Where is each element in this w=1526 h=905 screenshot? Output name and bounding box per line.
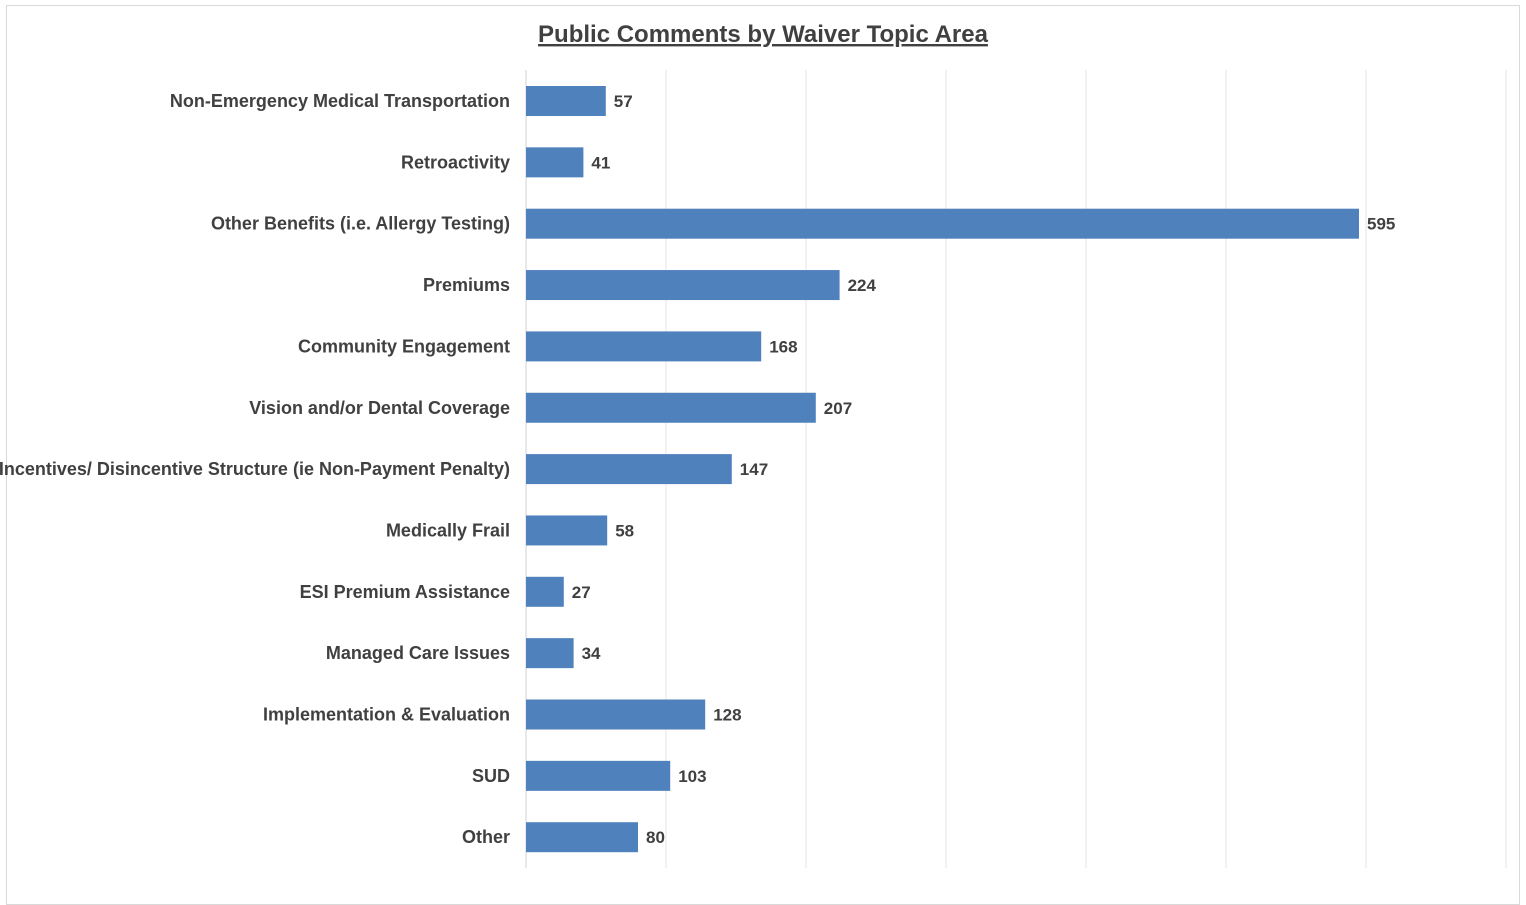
bar <box>526 86 606 116</box>
category-label: Other Benefits (i.e. Allergy Testing) <box>211 214 510 234</box>
category-label: Non-Emergency Medical Transportation <box>170 91 510 111</box>
category-label: Incentives/ Disincentive Structure (ie N… <box>0 459 510 479</box>
bar <box>526 454 732 485</box>
bar <box>526 270 840 301</box>
bar <box>526 699 706 730</box>
bar <box>526 822 638 853</box>
bar <box>526 760 671 791</box>
category-label: ESI Premium Assistance <box>300 582 510 602</box>
gridlines <box>525 70 1507 868</box>
data-label: 128 <box>713 706 741 725</box>
bar <box>526 331 762 362</box>
data-label: 58 <box>615 521 634 540</box>
bar <box>526 147 584 178</box>
data-label: 168 <box>769 337 797 356</box>
bar <box>526 576 564 607</box>
category-label: Other <box>462 827 510 847</box>
category-label: Medically Frail <box>386 520 510 540</box>
data-label: 41 <box>591 153 610 172</box>
bar-chart: Public Comments by Waiver Topic Area Non… <box>0 21 1507 868</box>
data-label: 80 <box>646 828 665 847</box>
data-label: 224 <box>848 276 877 295</box>
category-labels: Non-Emergency Medical Transportation Retr… <box>0 91 510 847</box>
bar <box>526 515 608 546</box>
data-label: 207 <box>824 399 852 418</box>
data-label: 147 <box>740 460 768 479</box>
data-label: 595 <box>1367 215 1395 234</box>
bar <box>526 208 1359 239</box>
category-label: Vision and/or Dental Coverage <box>249 398 510 418</box>
bar <box>526 392 816 423</box>
data-label: 57 <box>614 92 633 111</box>
chart-title: Public Comments by Waiver Topic Area <box>538 21 989 48</box>
data-label: 103 <box>678 767 706 786</box>
category-label: Managed Care Issues <box>326 643 510 663</box>
data-label: 34 <box>582 644 601 663</box>
chart-frame <box>6 5 1520 905</box>
bar <box>526 638 574 669</box>
data-label: 27 <box>572 583 591 602</box>
category-label: SUD <box>472 766 510 786</box>
category-label: Community Engagement <box>298 336 510 356</box>
bars <box>526 86 1359 853</box>
category-label: Implementation & Evaluation <box>263 705 510 725</box>
category-label: Retroactivity <box>401 152 510 172</box>
data-labels: 57 41 595 224 168 207 147 58 27 34 128 103 80 <box>572 92 1396 847</box>
category-label: Premiums <box>423 275 510 295</box>
